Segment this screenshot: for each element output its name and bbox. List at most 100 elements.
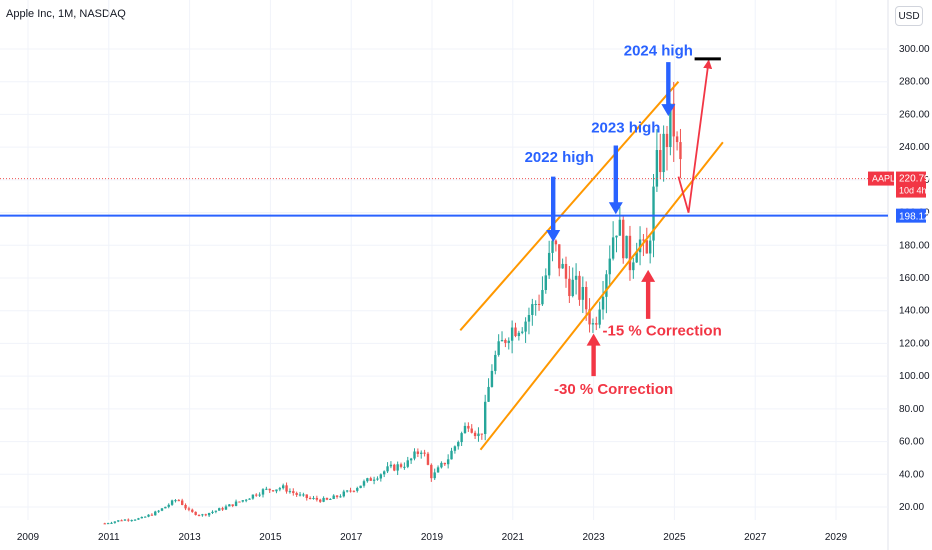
candle-body: [547, 252, 551, 276]
candle-body: [184, 504, 187, 509]
current-price-tag: [896, 171, 926, 198]
candle-body: [635, 252, 638, 263]
candle-body: [231, 504, 234, 506]
candle-body: [524, 321, 527, 332]
arrow-2022-high: [546, 176, 561, 243]
candle-body: [504, 339, 507, 343]
candle-body: [679, 142, 682, 160]
candle-body: [110, 522, 113, 524]
candle-body: [288, 491, 292, 493]
candle-body: [335, 495, 339, 497]
candle-body: [376, 478, 379, 480]
candle-body: [150, 514, 154, 516]
arrow-2023-high: [608, 145, 623, 215]
candle-body: [433, 472, 436, 479]
candle-body: [648, 240, 652, 254]
candle-body: [409, 458, 413, 461]
x-tick-label: 2009: [17, 532, 40, 543]
candle-body: [537, 304, 541, 306]
y-tick-label: 160.00: [899, 273, 930, 284]
candle-body: [591, 323, 595, 325]
y-tick-label: 120.00: [899, 338, 930, 349]
x-tick-label: 2015: [259, 532, 282, 543]
candle-body: [349, 490, 352, 492]
candle-body: [103, 523, 106, 525]
time-axis[interactable]: 2009 2011 2013 2015 2017 2019 2021 2023 2025 2027…: [17, 532, 848, 543]
candle-body: [268, 488, 271, 491]
candle-body: [446, 459, 450, 465]
candle-body: [164, 506, 167, 509]
y-tick-label: 180.00: [899, 240, 930, 251]
candle-body: [214, 510, 218, 512]
candle-body: [113, 521, 117, 523]
currency-button[interactable]: USD: [895, 6, 923, 26]
candle-body: [315, 497, 319, 500]
candle-body: [258, 494, 261, 496]
candle-body: [403, 466, 406, 468]
candle-body: [480, 433, 484, 435]
x-tick-label: 2021: [502, 532, 525, 543]
candle-body: [362, 481, 366, 486]
candle-body: [396, 464, 399, 471]
price-tags: AAPL 220.79 10d 4h 198.12: [868, 171, 930, 223]
candle-body: [251, 494, 255, 499]
y-tick-label: 40.00: [899, 469, 924, 480]
candle-body: [285, 485, 288, 492]
y-tick-label: 60.00: [899, 437, 924, 448]
candle-body: [659, 150, 662, 173]
y-tick-label: 100.00: [899, 371, 930, 382]
candle-body: [271, 490, 275, 492]
x-tick-label: 2011: [98, 532, 120, 543]
candle-body: [618, 219, 622, 236]
candle-body: [292, 491, 295, 494]
price-axis[interactable]: 20.00 40.00 60.00 80.00 100.00 120.00 140.00 16…: [899, 44, 930, 513]
candle-body: [423, 452, 426, 454]
candle-body: [571, 279, 574, 297]
candle-body: [615, 235, 618, 238]
labels-layer: 2022 high 2023 high 2024 high -30 % Corr…: [525, 43, 722, 399]
candle-body: [372, 479, 376, 481]
candle-body: [255, 494, 258, 496]
candle-body: [278, 488, 282, 490]
candle-body: [568, 278, 571, 297]
candle-body: [174, 500, 177, 502]
y-tick-label: 300.00: [899, 44, 930, 55]
candle-body: [160, 508, 164, 511]
candle-body: [167, 504, 170, 507]
candle-body: [554, 240, 558, 245]
candle-body: [507, 340, 510, 343]
candle-body: [655, 150, 659, 187]
candle-body: [197, 514, 201, 516]
candle-body: [551, 240, 554, 253]
candle-body: [238, 501, 241, 503]
candle-body: [241, 500, 244, 502]
label-2023-high: 2023 high: [591, 119, 660, 136]
candle-body: [453, 446, 457, 451]
x-tick-label: 2023: [582, 532, 605, 543]
candle-body: [584, 287, 588, 310]
candle-body: [440, 462, 443, 468]
candle-body: [382, 471, 386, 475]
candle-body: [127, 519, 130, 521]
candle-body: [665, 133, 669, 148]
y-tick-label: 260.00: [899, 109, 930, 120]
candle-body: [443, 462, 446, 465]
candle-body: [413, 451, 416, 459]
candle-body: [298, 494, 302, 496]
candle-body: [369, 478, 372, 481]
candle-body: [123, 519, 127, 521]
candle-body: [558, 244, 561, 269]
candle-body: [187, 508, 191, 510]
candle-body: [204, 514, 207, 516]
candle-body: [490, 370, 494, 387]
x-tick-label: 2029: [825, 532, 848, 543]
label-15-correction: -15 % Correction: [603, 322, 722, 339]
candle-body: [130, 520, 133, 522]
arrow-2024-high: [661, 62, 676, 117]
candle-body: [426, 453, 430, 465]
candle-body: [356, 488, 359, 491]
candle-body: [601, 296, 605, 310]
candle-body: [366, 478, 369, 482]
candle-body: [120, 520, 123, 522]
